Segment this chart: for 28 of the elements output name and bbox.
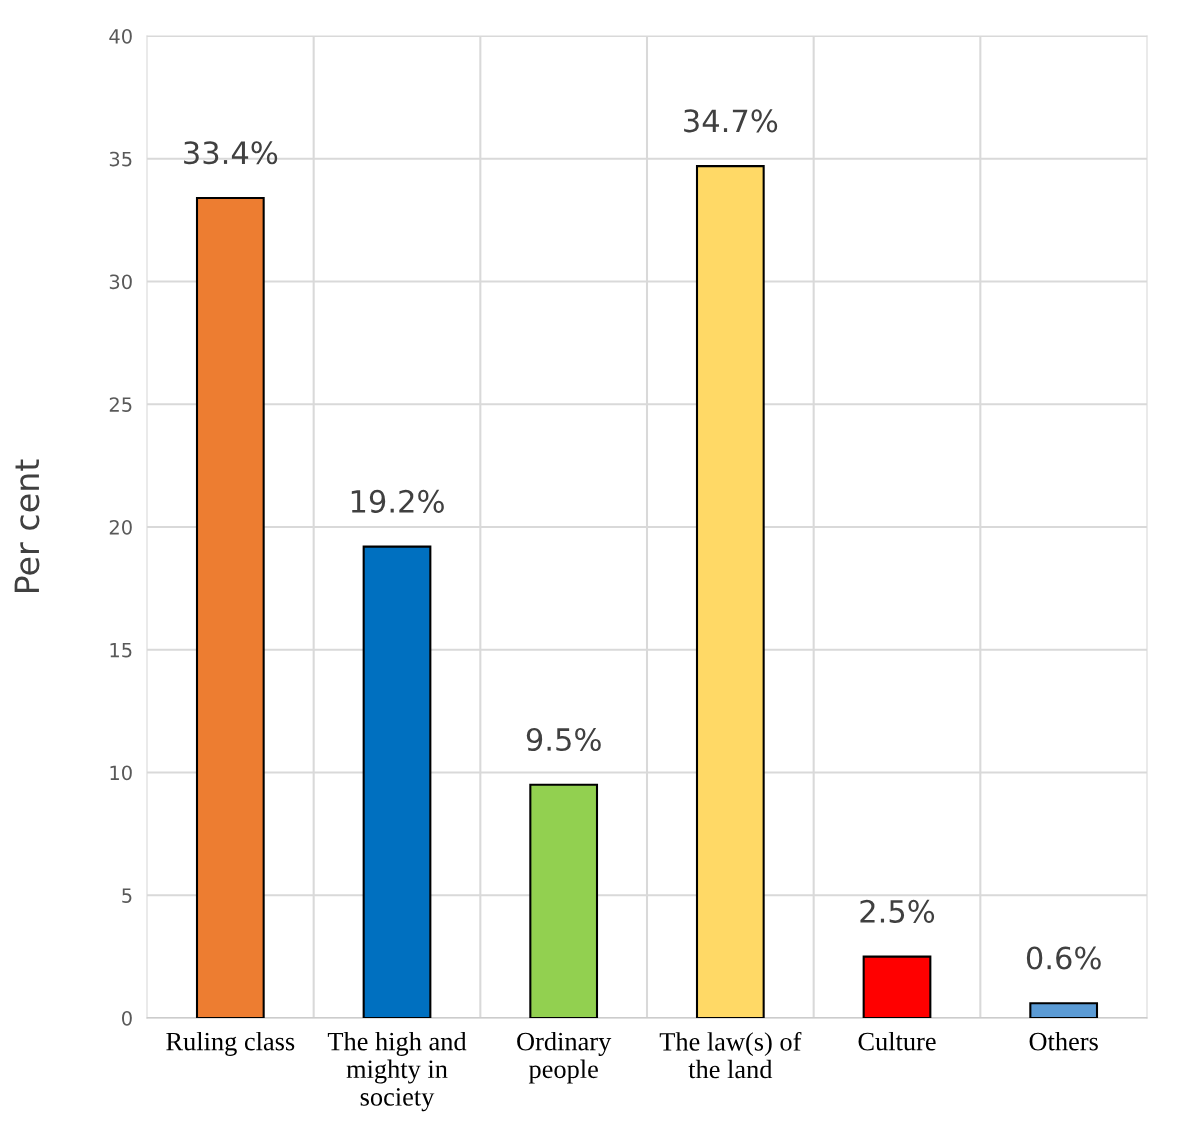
bar (1029, 1002, 1099, 1018)
y-tick-label: 35 (109, 151, 132, 167)
x-tick-label: Others (1029, 1031, 1098, 1051)
y-tick-label: 20 (109, 519, 132, 535)
data-label: 9.5% (526, 727, 601, 752)
y-tick-label: 5 (122, 888, 132, 903)
data-label: 33.4% (184, 141, 278, 165)
bar (195, 196, 265, 1018)
data-label: 0.6% (1026, 946, 1101, 970)
data-label: 19.2% (351, 489, 444, 513)
data-label: 2.5% (860, 899, 935, 923)
y-tick-label: 40 (109, 28, 132, 44)
x-tick-label: Culture (858, 1031, 936, 1051)
bar (529, 783, 599, 1018)
y-tick-label: 30 (109, 274, 132, 290)
bar (695, 165, 765, 1018)
data-label: 34.7% (684, 109, 778, 133)
x-tick-label: Ordinary people (517, 1031, 612, 1084)
x-tick-label: The law(s) of the land (659, 1031, 802, 1079)
bar (362, 545, 432, 1018)
bar (862, 955, 932, 1018)
x-tick-label: Ruling class (166, 1031, 295, 1056)
x-tick-label: The high and mighty in society (327, 1031, 467, 1112)
y-tick-label: 25 (109, 397, 132, 412)
y-tick-label: 15 (110, 642, 132, 658)
y-axis-title: Per cent (14, 459, 40, 593)
y-tick-label: 0 (122, 1010, 132, 1026)
y-tick-label: 10 (110, 765, 132, 781)
